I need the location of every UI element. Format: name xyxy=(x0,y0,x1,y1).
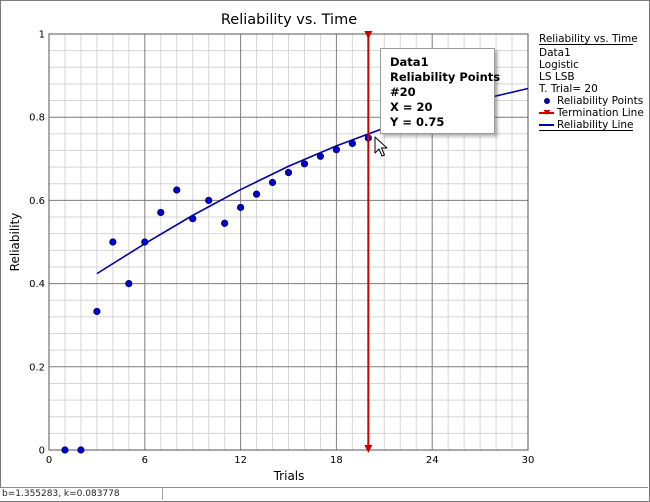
legend-title: Reliability vs. Time xyxy=(539,33,638,45)
reliability-point xyxy=(348,139,356,148)
tooltip-index: #20 xyxy=(390,85,416,99)
y-tick-label: 0.2 xyxy=(29,362,45,373)
x-tick-label: 0 xyxy=(46,455,52,466)
y-tick-label: 0.4 xyxy=(29,279,45,290)
y-tick-label: 0 xyxy=(39,446,45,457)
status-bar: b=1.355283, k=0.083778 xyxy=(0,487,648,501)
x-tick-label: 12 xyxy=(234,455,247,466)
reliability-point xyxy=(125,279,133,288)
legend-termination-marker xyxy=(543,110,551,115)
x-tick-label: 24 xyxy=(426,455,439,466)
reliability-point xyxy=(316,152,325,160)
plot-area xyxy=(48,33,529,451)
reliability-point xyxy=(173,186,181,194)
legend-item-reliability-line: Reliability Line xyxy=(557,119,634,131)
reliability-point xyxy=(141,238,149,246)
legend-item-reliability-points: Reliability Points xyxy=(557,95,643,107)
reliability-point xyxy=(205,196,213,204)
legend-info-trial: T. Trial= 20 xyxy=(538,83,598,95)
termination-line-bottom-marker xyxy=(364,445,373,453)
reliability-point xyxy=(252,190,261,198)
reliability-point xyxy=(221,219,229,227)
reliability-point xyxy=(237,203,245,212)
x-tick-label: 18 xyxy=(330,455,343,466)
x-tick-label: 30 xyxy=(522,455,535,466)
y-axis-label: Reliability xyxy=(8,213,22,272)
reliability-point xyxy=(157,208,165,217)
tooltip-y-value: Y = 0.75 xyxy=(390,115,445,129)
reliability-point xyxy=(93,307,101,316)
tooltip-dataset: Data1 xyxy=(390,55,429,69)
tooltip-series: Reliability Points xyxy=(390,70,501,84)
reliability-point xyxy=(268,178,277,187)
major-grid xyxy=(49,34,528,450)
reliability-point xyxy=(300,160,309,168)
legend-info-method: LS LSB xyxy=(539,71,575,83)
legend: Reliability vs. Time Data1 Logistic LS L… xyxy=(538,33,644,131)
x-axis-label: Trials xyxy=(273,469,305,483)
termination-line-top-marker xyxy=(364,31,373,39)
reliability-point xyxy=(61,446,69,454)
y-tick-label: 0.6 xyxy=(29,196,45,207)
y-tick-label: 0.8 xyxy=(29,113,45,124)
status-params: b=1.355283, k=0.083778 xyxy=(0,488,163,500)
legend-item-termination-line: Termination Line xyxy=(556,107,644,119)
chart-title: Reliability vs. Time xyxy=(221,12,357,28)
legend-info-dataset: Data1 xyxy=(539,47,571,59)
reliability-point xyxy=(109,238,117,246)
x-tick-label: 6 xyxy=(142,455,148,466)
data-point-tooltip: Data1 Reliability Points #20 X = 20 Y = … xyxy=(380,48,501,134)
tooltip-x-value: X = 20 xyxy=(390,100,433,114)
reliability-point xyxy=(189,215,197,223)
legend-info-model: Logistic xyxy=(539,59,579,71)
mouse-cursor-icon xyxy=(374,136,388,157)
reliability-point xyxy=(77,446,85,454)
reliability-point xyxy=(284,168,293,177)
reliability-point xyxy=(332,146,340,154)
legend-points-marker xyxy=(544,98,551,105)
reliability-points-series xyxy=(61,134,372,454)
y-tick-label: 1 xyxy=(39,30,45,41)
axis-ticks: 0 6 12 18 24 30 0 0.2 0.4 0.6 0.8 1 xyxy=(29,30,534,467)
termination-line-series xyxy=(364,31,373,453)
